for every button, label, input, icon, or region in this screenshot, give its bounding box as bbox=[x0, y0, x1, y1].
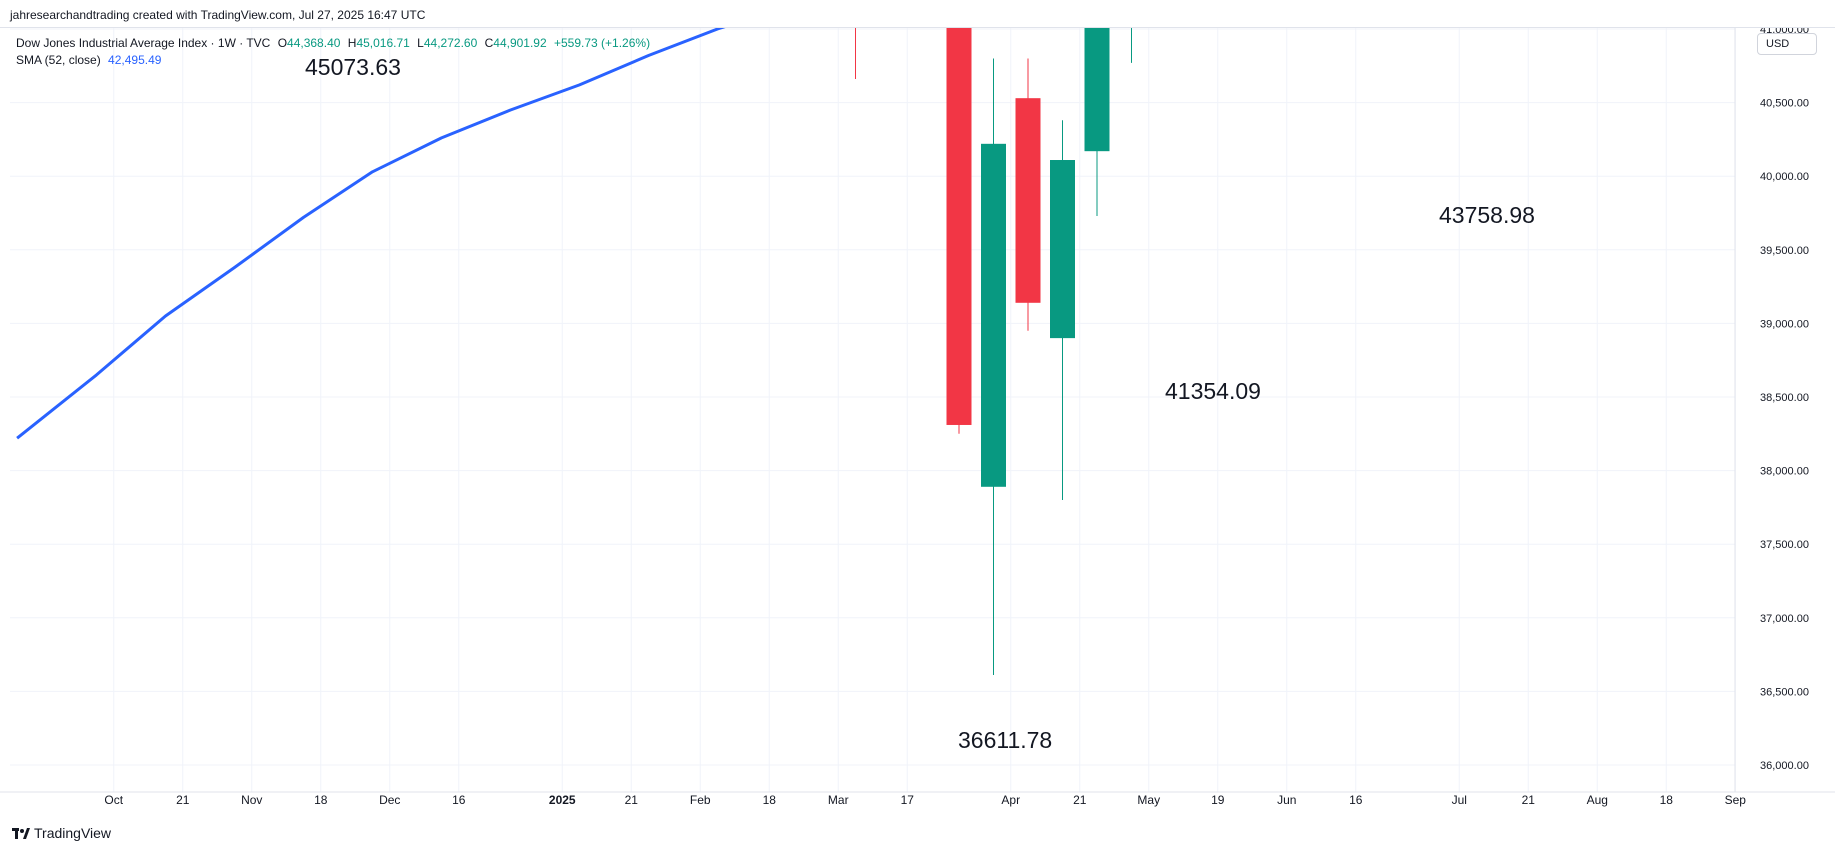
legend-ohlc-row[interactable]: Dow Jones Industrial Average Index · 1W … bbox=[16, 35, 654, 52]
candlestick-chart[interactable]: 36,000.00 36,500.00 37,000.00 37,500.00 38,0… bbox=[0, 28, 1835, 822]
candle-body bbox=[1015, 98, 1041, 303]
x-tick-label: 21 bbox=[1073, 793, 1087, 807]
y-tick-label: 39,000.00 bbox=[1760, 318, 1809, 330]
sma-52-line bbox=[16, 28, 726, 440]
x-tick-label: 19 bbox=[1211, 793, 1225, 807]
y-tick-label: 37,500.00 bbox=[1760, 539, 1809, 551]
close-value: 44,901.92 bbox=[493, 36, 547, 50]
x-tick-label: 17 bbox=[901, 793, 915, 807]
candle-body bbox=[1084, 28, 1110, 152]
y-tick-label: 36,500.00 bbox=[1760, 686, 1809, 698]
x-tick-label: 18 bbox=[314, 793, 328, 807]
chart-frame[interactable]: 36,000.00 36,500.00 37,000.00 37,500.00 38,0… bbox=[0, 28, 1835, 822]
tradingview-logo-icon[interactable] bbox=[12, 827, 30, 841]
legend-sma-row[interactable]: SMA (52, close) 42,495.49 bbox=[16, 52, 654, 69]
brand-name[interactable]: TradingView bbox=[34, 825, 112, 841]
symbol-name[interactable]: Dow Jones Industrial Average Index · 1W … bbox=[16, 36, 271, 50]
annotation-low-april: 36611.78 bbox=[958, 727, 1053, 753]
annotation-low-may: 41354.09 bbox=[1165, 378, 1261, 404]
x-tick-label: Sep bbox=[1725, 793, 1747, 807]
sma-label[interactable]: SMA (52, close) bbox=[16, 53, 101, 67]
x-tick-label: 18 bbox=[763, 793, 777, 807]
annotation-low-july: 43758.98 bbox=[1439, 202, 1535, 228]
x-tick-label: 16 bbox=[452, 793, 466, 807]
currency-selector[interactable]: USD bbox=[1757, 33, 1817, 55]
x-tick-label: Dec bbox=[379, 793, 400, 807]
top-bar: jahresearchandtrading created with Tradi… bbox=[0, 0, 1835, 28]
x-tick-label: Jul bbox=[1452, 793, 1467, 807]
candle bbox=[1131, 28, 1132, 63]
y-tick-label: 37,000.00 bbox=[1760, 613, 1809, 625]
x-tick-label: 21 bbox=[1522, 793, 1536, 807]
x-tick-label: Mar bbox=[828, 793, 849, 807]
x-tick-label: 18 bbox=[1660, 793, 1674, 807]
y-tick-label: 38,000.00 bbox=[1760, 466, 1809, 478]
open-label: O bbox=[277, 36, 288, 50]
candle bbox=[1015, 58, 1041, 331]
candle bbox=[1084, 28, 1110, 216]
candle bbox=[1050, 120, 1075, 501]
high-value: 45,016.71 bbox=[356, 36, 410, 50]
y-tick-label: 40,500.00 bbox=[1760, 98, 1809, 110]
annotation-high: 45073.63 bbox=[305, 54, 401, 80]
high-label: H bbox=[347, 36, 357, 50]
low-value: 44,272.60 bbox=[423, 36, 478, 50]
chart-creator-caption: jahresearchandtrading created with Tradi… bbox=[10, 8, 426, 22]
candles bbox=[855, 28, 1132, 675]
x-tick-label: 2025 bbox=[549, 793, 576, 807]
x-tick-label: Feb bbox=[690, 793, 711, 807]
candle-body bbox=[946, 28, 972, 425]
x-tick-label: 21 bbox=[176, 793, 190, 807]
sma-value: 42,495.49 bbox=[108, 53, 162, 67]
candle bbox=[981, 58, 1006, 675]
y-tick-label: 38,500.00 bbox=[1760, 392, 1809, 404]
candle bbox=[946, 28, 972, 434]
open-value: 44,368.40 bbox=[287, 36, 341, 50]
x-tick-label: Oct bbox=[104, 793, 123, 807]
candle-body bbox=[1050, 160, 1075, 339]
y-tick-label: 41,000.00 bbox=[1760, 28, 1809, 36]
low-label: L bbox=[417, 36, 424, 50]
chart-legend: Dow Jones Industrial Average Index · 1W … bbox=[16, 35, 654, 69]
y-tick-label: 39,500.00 bbox=[1760, 245, 1809, 257]
x-tick-label: Aug bbox=[1587, 793, 1608, 807]
candle-body bbox=[981, 143, 1006, 487]
x-tick-label: Nov bbox=[241, 793, 262, 807]
footer: TradingView bbox=[0, 822, 1835, 850]
x-tick-label: Jun bbox=[1277, 793, 1296, 807]
x-tick-label: May bbox=[1137, 793, 1160, 807]
x-tick-label: 16 bbox=[1349, 793, 1363, 807]
close-label: C bbox=[484, 36, 494, 50]
y-tick-label: 36,000.00 bbox=[1760, 760, 1809, 772]
axes: 36,000.00 36,500.00 37,000.00 37,500.00 38,0… bbox=[0, 28, 1835, 807]
y-tick-label: 40,000.00 bbox=[1760, 171, 1809, 183]
x-tick-label: 21 bbox=[625, 793, 639, 807]
candle bbox=[855, 28, 856, 80]
x-tick-label: Apr bbox=[1001, 793, 1020, 807]
change-value: +559.73 (+1.26%) bbox=[554, 36, 651, 50]
grid-lines bbox=[10, 28, 1736, 792]
overlay-lines bbox=[16, 28, 726, 440]
